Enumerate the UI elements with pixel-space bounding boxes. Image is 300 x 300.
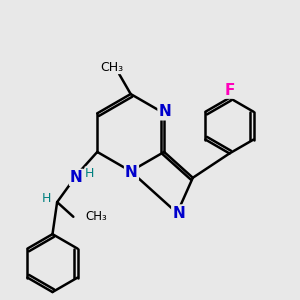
Text: N: N: [70, 170, 83, 185]
Text: CH₃: CH₃: [100, 61, 124, 74]
Text: N: N: [158, 104, 171, 119]
Text: F: F: [224, 82, 235, 98]
Text: N: N: [125, 164, 138, 179]
Text: H: H: [85, 167, 94, 180]
Text: CH₃: CH₃: [85, 210, 107, 223]
Text: N: N: [172, 206, 185, 220]
Text: H: H: [42, 192, 51, 205]
